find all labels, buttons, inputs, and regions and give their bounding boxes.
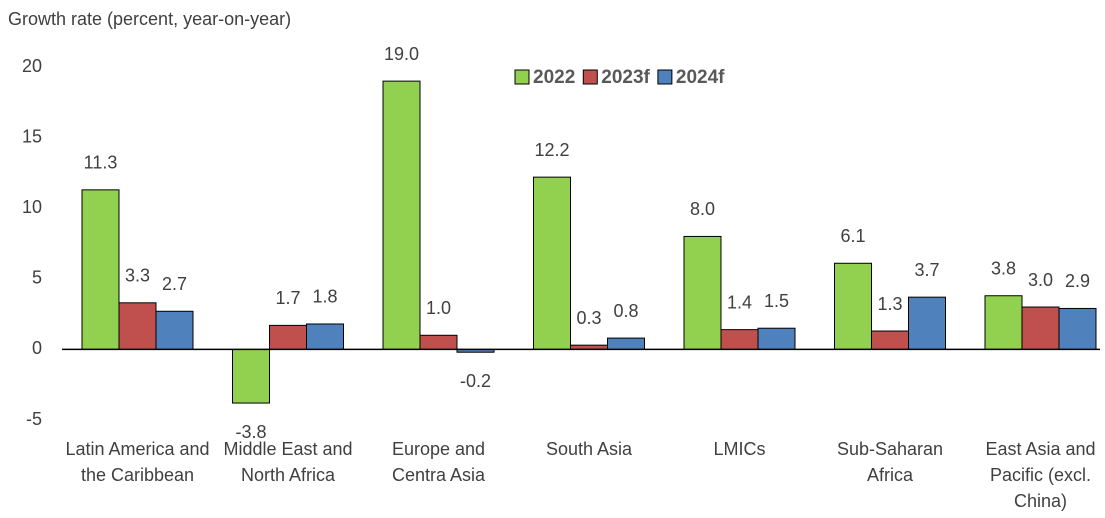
y-tick-label: 5: [32, 268, 42, 288]
value-label: 0.3: [576, 308, 601, 328]
value-label: 2.9: [1065, 271, 1090, 291]
x-tick-label: South Asia: [545, 439, 633, 459]
value-label: 12.2: [534, 140, 569, 160]
bar: [81, 189, 120, 350]
bar: [720, 329, 759, 350]
value-label: 6.1: [840, 226, 865, 246]
legend-swatch: [657, 69, 673, 85]
value-label: 19.0: [384, 44, 419, 64]
bar: [382, 80, 421, 350]
bar: [1058, 307, 1097, 350]
value-label: 3.8: [991, 258, 1016, 278]
value-label: 1.4: [727, 292, 752, 312]
y-tick-label: 15: [22, 126, 42, 146]
bar: [118, 302, 157, 350]
legend-label: 2024f: [676, 67, 725, 88]
y-tick-label: 0: [32, 338, 42, 358]
bar: [155, 310, 194, 350]
bar: [984, 295, 1023, 350]
bar: [306, 323, 344, 350]
x-tick-label: Latin America and the Caribbean: [65, 439, 210, 485]
value-label: 3.3: [125, 266, 150, 286]
value-label: 1.5: [764, 291, 789, 311]
value-label: 1.7: [275, 288, 300, 308]
legend-label: 2022: [533, 67, 575, 88]
bar: [533, 176, 571, 350]
value-label: 1.3: [877, 294, 902, 314]
x-tick-label: LMICs: [713, 439, 766, 459]
value-label: 0.8: [613, 301, 638, 321]
legend-swatch: [514, 69, 530, 85]
y-tick-label: 10: [22, 197, 42, 217]
chart-title: Growth rate (percent, year-on-year): [8, 9, 291, 29]
value-label: -3.8: [235, 422, 266, 442]
x-tick-label: Europe and Centra Asia: [391, 439, 486, 485]
value-label: 2.7: [162, 274, 187, 294]
legend-label: 2023f: [601, 67, 650, 88]
x-tick-label: Middle East and North Africa: [223, 439, 353, 485]
bar: [871, 330, 909, 350]
bar: [419, 334, 458, 350]
value-label: 3.7: [914, 260, 939, 280]
bar: [607, 337, 645, 350]
x-tick-label: East Asia and Pacific (excl. China): [985, 439, 1096, 511]
y-tick-label: -5: [26, 409, 42, 429]
value-label: 3.0: [1028, 270, 1053, 290]
value-label: 1.8: [312, 287, 337, 307]
bar: [757, 327, 796, 350]
value-label: -0.2: [460, 371, 491, 391]
bar: [1021, 306, 1060, 350]
bar: [908, 296, 946, 350]
value-label: 1.0: [426, 298, 451, 318]
value-label: 11.3: [84, 153, 118, 173]
y-tick-label: 20: [22, 56, 42, 76]
value-label: 8.0: [690, 199, 715, 219]
bar: [834, 262, 872, 350]
bar: [232, 348, 270, 404]
bar: [269, 324, 307, 350]
legend-swatch: [582, 69, 598, 85]
bar: [683, 235, 722, 350]
x-tick-label: Sub-Saharan Africa: [836, 439, 944, 485]
